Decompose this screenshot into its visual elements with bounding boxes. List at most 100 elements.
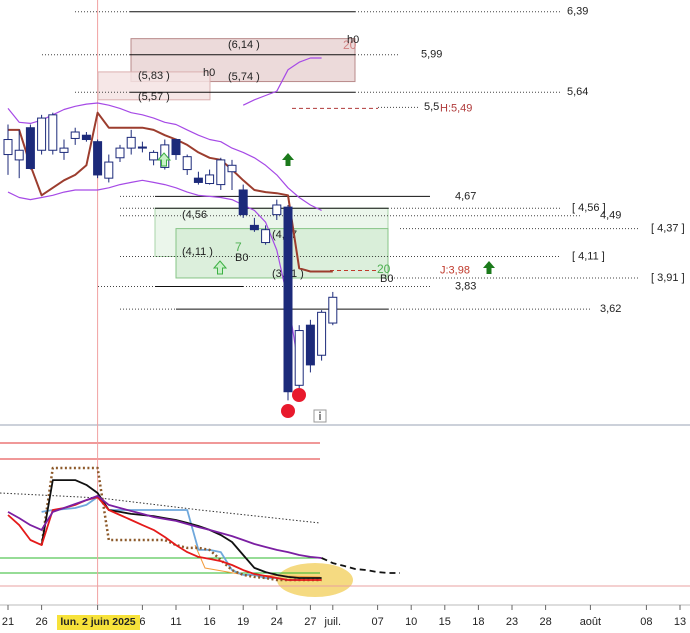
signal-dot bbox=[292, 388, 306, 402]
overlay-line bbox=[7, 179, 300, 371]
candle-body bbox=[193, 177, 203, 183]
zone-tag: h0 bbox=[203, 67, 215, 79]
zone-tag: B0 bbox=[380, 273, 393, 285]
x-tick-label: août bbox=[580, 616, 601, 628]
x-tick-label: 28 bbox=[539, 616, 551, 628]
x-tick-label: 10 bbox=[405, 616, 417, 628]
marker-label: J:3,98 bbox=[440, 264, 470, 276]
candle-body bbox=[261, 229, 271, 244]
up-arrow bbox=[212, 260, 228, 275]
candle-body bbox=[115, 147, 125, 159]
x-axis: 21 26 lun. 2 juin 2025 6 11 16 19 24 27 juil. 07 10… bbox=[0, 604, 690, 633]
candle-body bbox=[126, 136, 136, 149]
x-tick-label: 24 bbox=[271, 616, 283, 628]
indicator-line bbox=[321, 557, 400, 574]
candle-body bbox=[14, 149, 24, 161]
candle-body bbox=[205, 174, 215, 185]
level-label: [ 4,37 ] bbox=[651, 223, 685, 235]
zone-high-label: (4,56 bbox=[182, 209, 207, 221]
zone-low-label: (5,57 ) bbox=[138, 91, 170, 103]
zone-high-label: (6,14 ) bbox=[228, 39, 260, 51]
levels: 6,39 5,99 5,64 5,5 4,67 [ 4,56 ]4,49 [ 4,37 ] [… bbox=[42, 6, 685, 315]
level-label: 5,5 bbox=[424, 101, 439, 113]
indicator-line bbox=[41, 496, 300, 581]
x-tick-label: lun. 2 juin 2025 bbox=[60, 616, 135, 628]
zone-tag: h0 bbox=[347, 34, 359, 46]
level-label: 5,99 bbox=[421, 49, 442, 61]
zone bbox=[175, 228, 389, 279]
overlay-line bbox=[8, 111, 333, 273]
indicator-line bbox=[40, 479, 322, 579]
candles bbox=[3, 112, 338, 401]
candle-body bbox=[216, 159, 226, 186]
marker-label: H:5,49 bbox=[440, 102, 472, 114]
zone-tag: 7 bbox=[235, 240, 242, 254]
candle-body bbox=[182, 156, 192, 171]
x-tick-label: 15 bbox=[439, 616, 451, 628]
indicator-line bbox=[7, 495, 322, 559]
level-label: [ 3,91 ] bbox=[651, 272, 685, 284]
candle-body bbox=[37, 117, 47, 151]
candle-body bbox=[171, 139, 181, 156]
candle-body bbox=[149, 151, 159, 161]
x-tick-label: 23 bbox=[506, 616, 518, 628]
candle-body bbox=[317, 311, 327, 356]
zone bbox=[97, 71, 211, 101]
overlays bbox=[7, 57, 333, 371]
zone-tag: B0 bbox=[235, 252, 248, 264]
candle-body bbox=[25, 127, 35, 169]
x-tick-label: 08 bbox=[640, 616, 652, 628]
x-tick-label: 19 bbox=[237, 616, 249, 628]
level-label: [ 4,56 ] bbox=[572, 202, 606, 214]
x-tick-label: 13 bbox=[674, 616, 686, 628]
level-label: 5,64 bbox=[567, 86, 588, 98]
candle-body bbox=[294, 330, 304, 386]
x-tick-label: 11 bbox=[170, 616, 181, 628]
indicator bbox=[7, 466, 400, 582]
x-tick-label: 26 bbox=[35, 616, 47, 628]
x-tick-label: 27 bbox=[304, 616, 316, 628]
candle-body bbox=[272, 204, 282, 216]
candle-body bbox=[70, 131, 80, 139]
x-tick-label: juil. bbox=[324, 616, 342, 628]
candle-body bbox=[48, 114, 58, 151]
info-icon-glyph bbox=[319, 411, 321, 414]
zone-tag: 20 bbox=[343, 38, 357, 52]
candle-body bbox=[328, 296, 338, 324]
candle-body bbox=[93, 141, 103, 176]
zone-low-label: (4,11 ) bbox=[182, 246, 213, 258]
candle-body bbox=[305, 324, 315, 366]
level-label: 6,39 bbox=[567, 6, 588, 18]
candle-body bbox=[81, 134, 91, 141]
zone-high-label: (5,83 ) bbox=[138, 70, 170, 82]
x-tick-highlight bbox=[57, 615, 140, 630]
candle-body bbox=[238, 189, 248, 216]
zone-low-label: (5,74 ) bbox=[228, 71, 260, 83]
x-tick-label: 18 bbox=[472, 616, 484, 628]
level-label: 3,83 bbox=[455, 280, 476, 292]
indicator-line bbox=[40, 466, 322, 582]
candle-body bbox=[249, 224, 259, 231]
up-arrow bbox=[483, 261, 495, 274]
x-tick-label: 16 bbox=[203, 616, 215, 628]
candle-body bbox=[104, 161, 114, 179]
up-arrow bbox=[156, 152, 172, 167]
overlay-line bbox=[7, 102, 322, 211]
signal-dot bbox=[281, 404, 295, 418]
x-tick-label: 07 bbox=[371, 616, 383, 628]
candle-body bbox=[3, 139, 13, 156]
x-tick-label: 6 bbox=[139, 616, 145, 628]
overlay-line bbox=[242, 57, 322, 106]
level-label: 4,67 bbox=[455, 190, 476, 202]
candle-body bbox=[283, 206, 293, 393]
zone-tag: 20 bbox=[377, 262, 391, 276]
level-label: 3,62 bbox=[600, 303, 621, 315]
candle-body bbox=[227, 164, 237, 173]
signals bbox=[156, 152, 495, 423]
x-tick-label: 21 bbox=[2, 616, 14, 628]
candle-body bbox=[137, 146, 147, 149]
level-label: [ 4,11 ] bbox=[572, 250, 605, 262]
